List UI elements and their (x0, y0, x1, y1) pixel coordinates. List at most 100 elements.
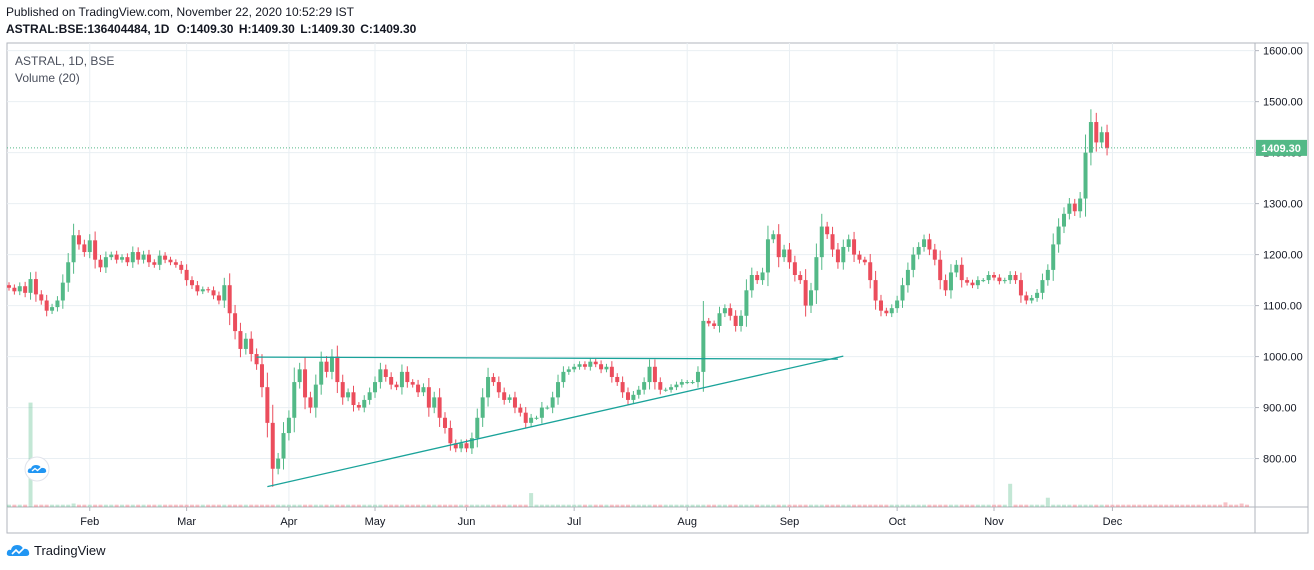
volume-bar (120, 504, 125, 507)
candle-body (965, 280, 970, 283)
candle-body (459, 443, 464, 449)
candle-body (491, 376, 496, 383)
candle-body (884, 310, 889, 314)
volume-bar (319, 504, 324, 507)
candle-body (66, 262, 71, 283)
volume-bar (884, 504, 889, 507)
volume-bar (340, 504, 345, 507)
volume-bar (7, 504, 11, 507)
volume-bar (200, 504, 205, 507)
candle-body (7, 285, 11, 288)
volume-bar (453, 504, 458, 507)
candle-body (626, 392, 630, 400)
candle-body (190, 280, 195, 286)
volume-bar (383, 504, 388, 507)
candle-body (679, 382, 684, 385)
volume-bar (1137, 504, 1142, 507)
footer-brand-label: TradingView (34, 542, 106, 558)
candle-body (464, 443, 469, 449)
volume-bar (346, 504, 351, 507)
volume-bar (469, 504, 474, 507)
candle-body (922, 239, 927, 247)
candle-body (421, 387, 426, 393)
candle-body (529, 417, 534, 423)
footer-brand[interactable]: TradingView (6, 542, 106, 558)
candle-body (103, 257, 108, 268)
volume-bar (916, 504, 921, 507)
volume-bar (550, 504, 555, 507)
volume-bar (12, 504, 17, 507)
trendline (267, 355, 844, 488)
volume-bar (669, 504, 674, 507)
volume-bar (749, 504, 754, 507)
candle-body (755, 275, 760, 281)
volume-bar (927, 504, 932, 507)
candle-body (545, 407, 550, 409)
candle-body (130, 252, 135, 263)
y-tick-label: 1200.00 (1263, 250, 1303, 262)
x-tick-label: Oct (889, 516, 906, 528)
volume-bar (17, 504, 22, 507)
volume-bar (652, 504, 657, 507)
x-tick-label: Sep (780, 516, 800, 528)
candle-body (98, 259, 103, 268)
volume-bar (459, 504, 464, 507)
volume-bar (701, 504, 706, 507)
candle-body (749, 275, 754, 291)
candle-body (803, 280, 808, 306)
volume-bar (292, 504, 297, 507)
candle-body (259, 364, 264, 388)
volume-bar (227, 504, 232, 507)
candle-body (959, 264, 964, 281)
volume-bar (642, 504, 647, 507)
candle-body (442, 417, 447, 428)
candle-body (582, 364, 587, 367)
candle-body (12, 287, 17, 292)
candle-body (356, 405, 361, 408)
candle-body (852, 239, 857, 255)
volume-bar (233, 504, 238, 507)
candle-body (550, 397, 555, 408)
candle-body (141, 254, 146, 260)
volume-bar (593, 504, 598, 507)
volume-bar (965, 504, 970, 507)
candle-body (518, 407, 523, 413)
volume-bar (206, 504, 211, 507)
volume-bar (373, 504, 378, 507)
volume-bar (1169, 504, 1174, 507)
candle-body (588, 361, 593, 367)
candle-body (50, 307, 55, 311)
volume-bar (426, 504, 431, 507)
candle-body (313, 384, 318, 408)
volume-bar (739, 504, 744, 507)
candle-body (76, 235, 81, 245)
series-legend: ASTRAL, 1D, BSE (15, 54, 115, 68)
volume-bar (712, 504, 717, 507)
volume-bar (1164, 504, 1169, 507)
candle-body (1078, 198, 1083, 212)
candle-body (346, 392, 351, 398)
volume-bar (109, 504, 114, 507)
volume-bar (1239, 503, 1244, 507)
candle-body (760, 272, 765, 281)
candle-body (329, 356, 334, 372)
volume-bar (66, 504, 71, 507)
volume-bar (830, 504, 835, 507)
candle-body (389, 376, 394, 385)
volume-bar (71, 503, 76, 507)
y-tick-label: 1500.00 (1263, 97, 1303, 109)
volume-bar (852, 504, 857, 507)
candle-body (900, 285, 905, 301)
volume-bar (599, 504, 604, 507)
x-tick-label: Nov (984, 516, 1004, 528)
tradingview-watermark-icon[interactable] (24, 456, 50, 482)
candle-body (60, 282, 65, 301)
volume-bar (765, 504, 770, 507)
volume-bar (900, 504, 905, 507)
candle-body (173, 262, 178, 265)
volume-bar (604, 504, 609, 507)
volume-bar (141, 504, 146, 507)
volume-bar (728, 504, 733, 507)
candle-body (233, 313, 238, 332)
